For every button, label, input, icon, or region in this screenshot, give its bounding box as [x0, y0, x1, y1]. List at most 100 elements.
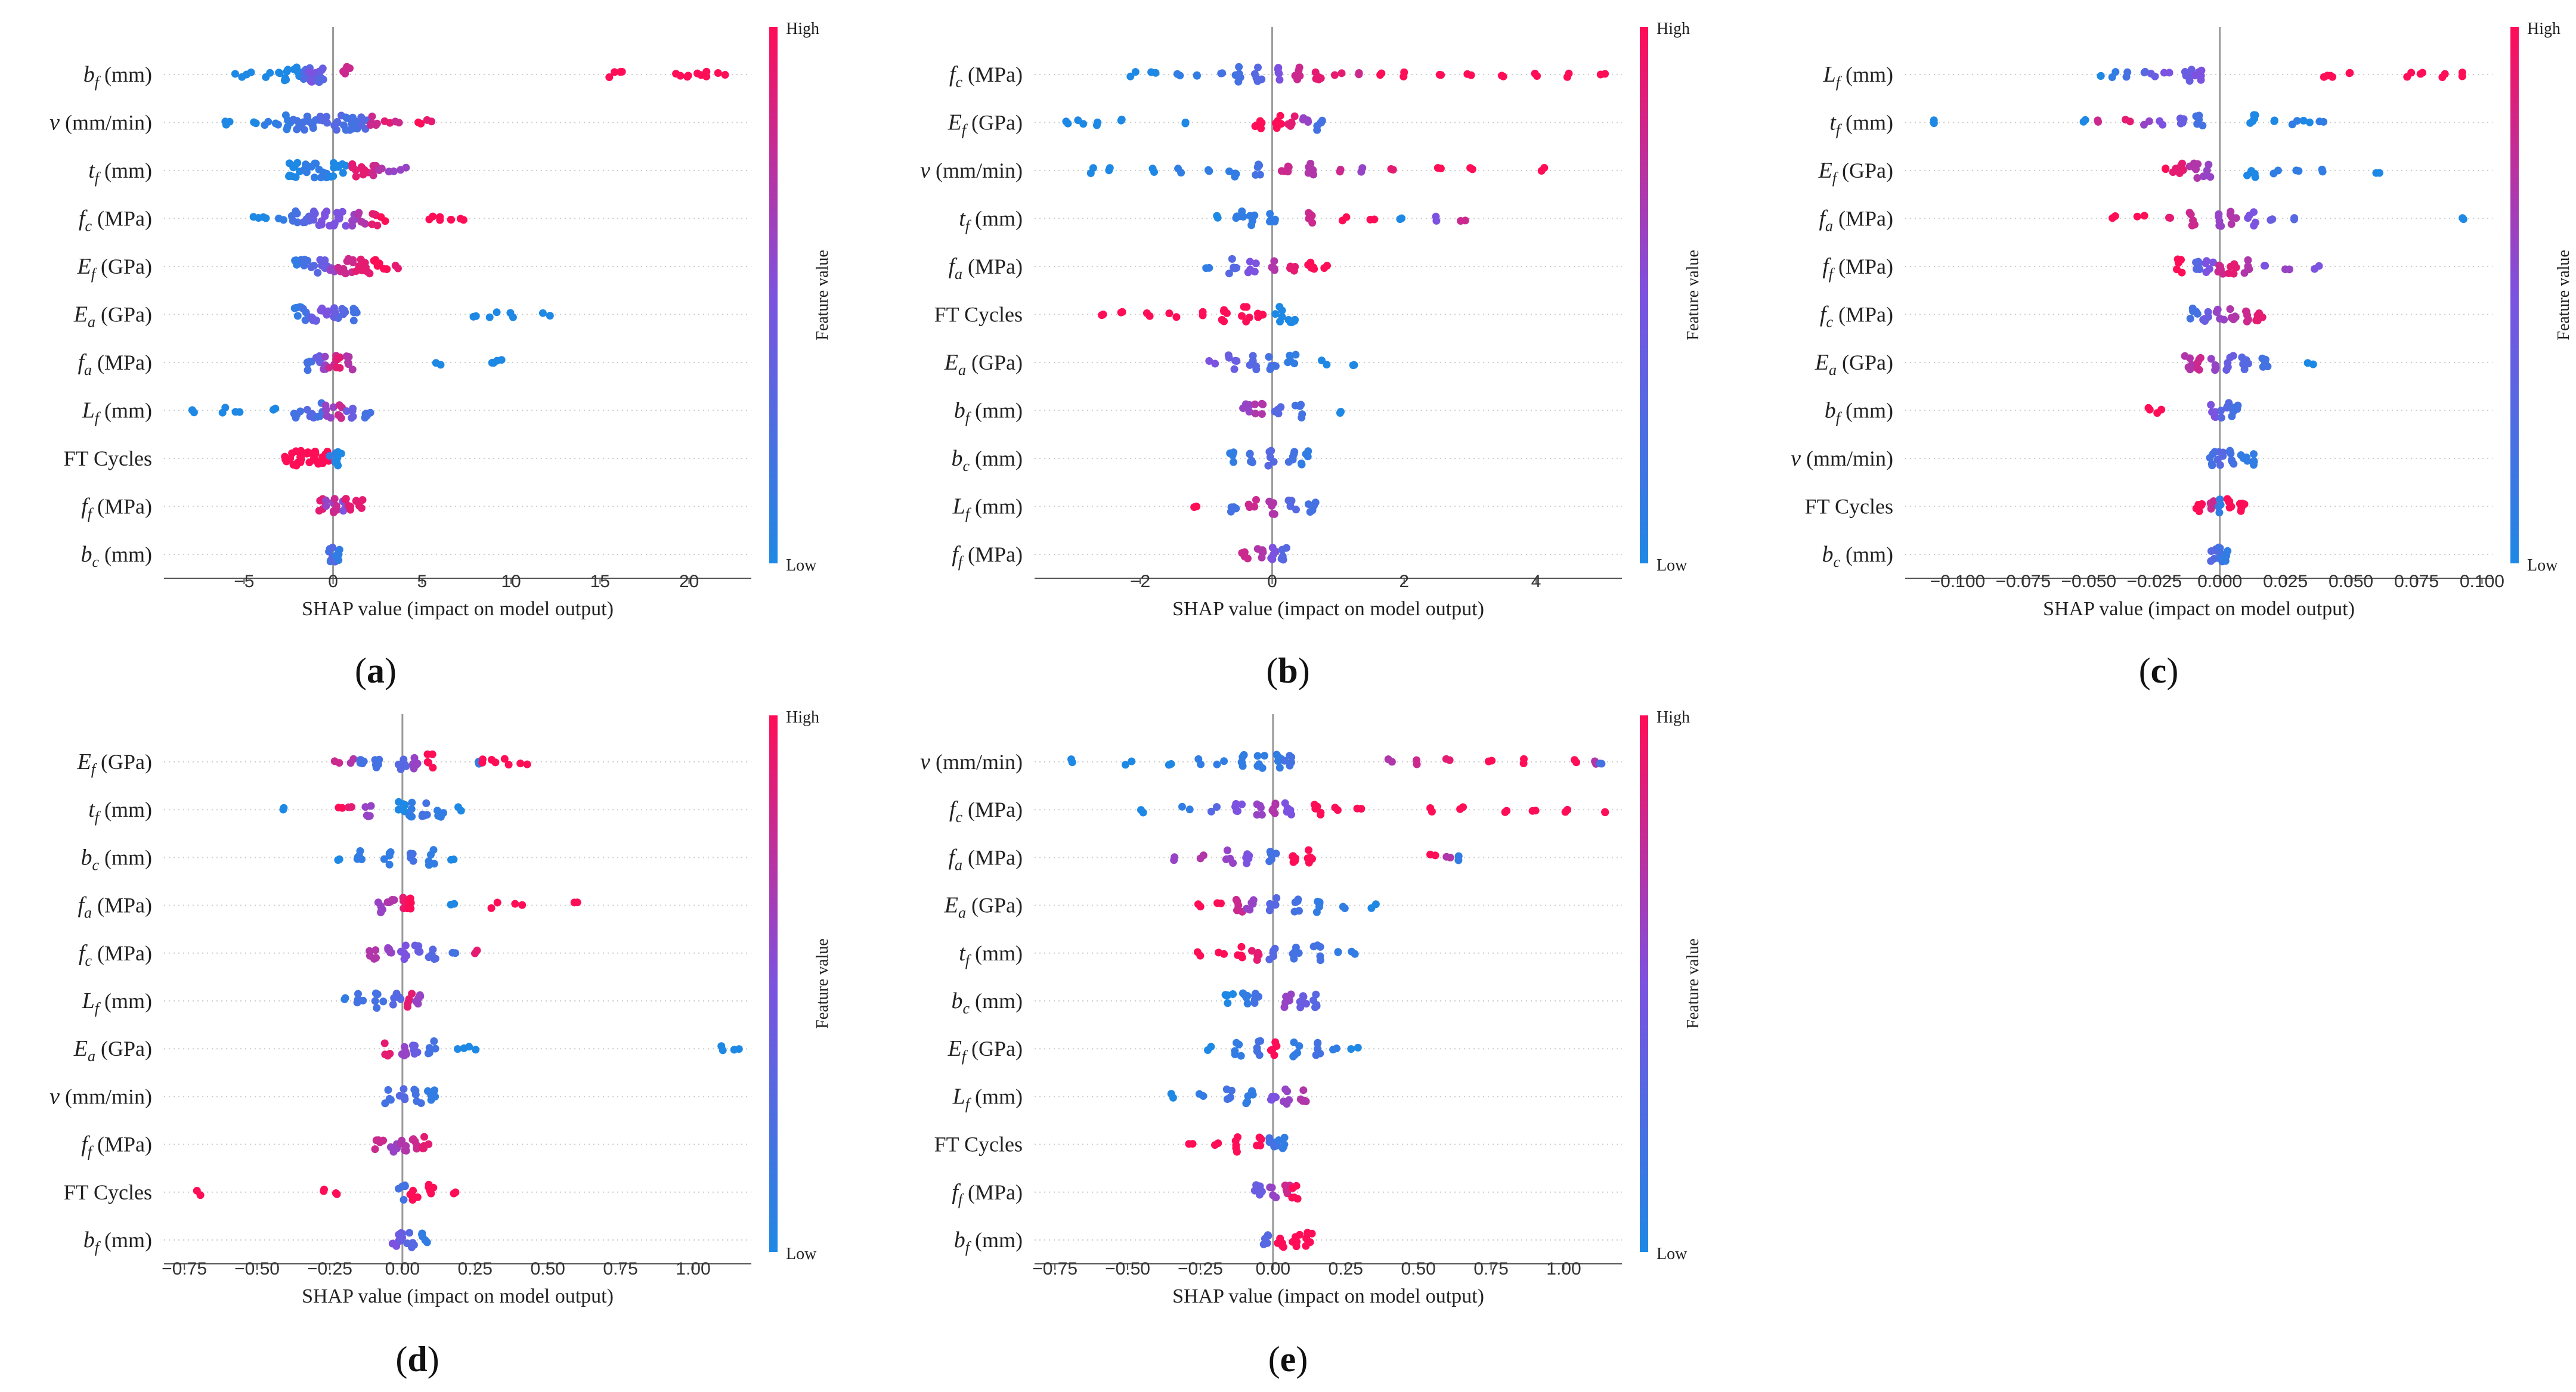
- shap-point: [427, 1096, 435, 1104]
- shap-point: [1561, 808, 1569, 816]
- x-tick-label: 5: [417, 572, 427, 591]
- shap-point: [403, 904, 411, 913]
- shap-point: [356, 847, 364, 855]
- shap-point: [1239, 404, 1247, 413]
- shap-point: [425, 215, 434, 224]
- shap-point: [485, 313, 494, 321]
- feature-label-v-mm-min: v (mm/min): [920, 749, 1023, 774]
- shap-point: [307, 163, 315, 171]
- shap-point: [2243, 457, 2252, 465]
- shap-point: [2108, 73, 2116, 81]
- feature-label-ft-cycles: FT Cycles: [934, 1133, 1023, 1157]
- shap-point: [1330, 71, 1339, 79]
- shap-point: [400, 1196, 408, 1204]
- shap-point: [1270, 257, 1278, 265]
- shap-point: [1272, 119, 1280, 128]
- x-tick-label: 20: [679, 572, 699, 591]
- shap-point: [1277, 554, 1286, 563]
- shap-point: [479, 755, 487, 764]
- shap-point: [1307, 263, 1315, 272]
- shap-point: [1253, 77, 1262, 85]
- shap-point: [1537, 167, 1546, 175]
- shap-point: [352, 172, 360, 181]
- shap-point: [450, 1189, 458, 1198]
- shap-point: [1246, 265, 1255, 274]
- shap-point: [2126, 117, 2134, 126]
- shap-point: [2147, 69, 2155, 77]
- shap-point: [1296, 997, 1304, 1006]
- shap-point: [1400, 72, 1408, 80]
- shap-point: [2251, 218, 2259, 227]
- shap-point: [400, 1095, 408, 1103]
- shap-point: [2227, 449, 2235, 458]
- shap-point: [402, 1050, 410, 1058]
- shap-point: [389, 1144, 398, 1152]
- shap-point: [2199, 172, 2207, 181]
- shap-point: [432, 359, 440, 367]
- shap-point: [316, 256, 324, 264]
- shap-point: [1223, 846, 1231, 854]
- shap-point: [2270, 169, 2278, 178]
- shap-point: [400, 1085, 408, 1093]
- shap-point: [546, 312, 554, 320]
- shap-point: [336, 364, 344, 372]
- shap-point: [1272, 894, 1281, 902]
- shap-point: [371, 997, 379, 1005]
- shap-point: [1436, 165, 1445, 173]
- shap-point: [2216, 461, 2224, 469]
- shap-point: [218, 408, 227, 417]
- colorbar-title: Feature value: [2555, 250, 2573, 340]
- shap-point: [1387, 165, 1395, 173]
- shap-point: [283, 116, 292, 124]
- shap-point: [350, 308, 358, 317]
- shap-point: [605, 73, 614, 81]
- x-tick-label: −2: [1130, 572, 1150, 591]
- shap-point: [1249, 1090, 1257, 1099]
- shap-point: [408, 813, 416, 821]
- shap-point: [349, 256, 357, 264]
- shap-point: [1317, 74, 1325, 82]
- shap-point: [330, 495, 339, 503]
- shap-point: [1257, 1135, 1265, 1143]
- shap-point: [1292, 351, 1300, 359]
- shap-point: [1290, 450, 1298, 458]
- shap-point: [344, 360, 352, 368]
- feature-label-e-a-gpa: Ea (GPa): [944, 350, 1023, 379]
- shap-point: [1193, 948, 1202, 956]
- shap-point: [1289, 950, 1297, 958]
- feature-label-l-f-mm: Lf (mm): [952, 1084, 1023, 1112]
- shap-point: [427, 851, 435, 859]
- shap-point: [523, 760, 531, 768]
- shap-point: [369, 210, 377, 218]
- shap-point: [1238, 207, 1246, 215]
- shap-point: [2244, 256, 2252, 264]
- shap-point: [1234, 951, 1242, 959]
- shap-point: [1596, 759, 1604, 768]
- shap-point: [611, 68, 618, 76]
- shap-point: [1266, 210, 1274, 218]
- x-tick-label: −0.50: [234, 1259, 280, 1279]
- shap-point: [2225, 498, 2233, 506]
- shap-point: [1126, 72, 1135, 80]
- shap-point: [431, 1044, 439, 1053]
- shap-point: [1253, 1142, 1261, 1149]
- feature-label-e-a-gpa: Ea (GPa): [944, 893, 1023, 922]
- shap-point: [327, 172, 335, 181]
- shap-point: [1254, 63, 1262, 72]
- shap-point: [2190, 159, 2198, 168]
- shap-point: [379, 1136, 388, 1145]
- shap-point: [2193, 265, 2200, 273]
- shap-point: [367, 802, 375, 810]
- shap-point: [1234, 77, 1243, 86]
- shap-point: [380, 855, 388, 863]
- shap-point: [1270, 1051, 1278, 1059]
- shap-point: [318, 75, 326, 83]
- shap-point: [1255, 1037, 1263, 1046]
- shap-point: [472, 312, 480, 320]
- shap-point: [1224, 351, 1233, 359]
- shap-point: [292, 173, 300, 181]
- shap-point: [1220, 317, 1228, 325]
- colorbar: [769, 27, 778, 563]
- shap-point: [291, 256, 299, 265]
